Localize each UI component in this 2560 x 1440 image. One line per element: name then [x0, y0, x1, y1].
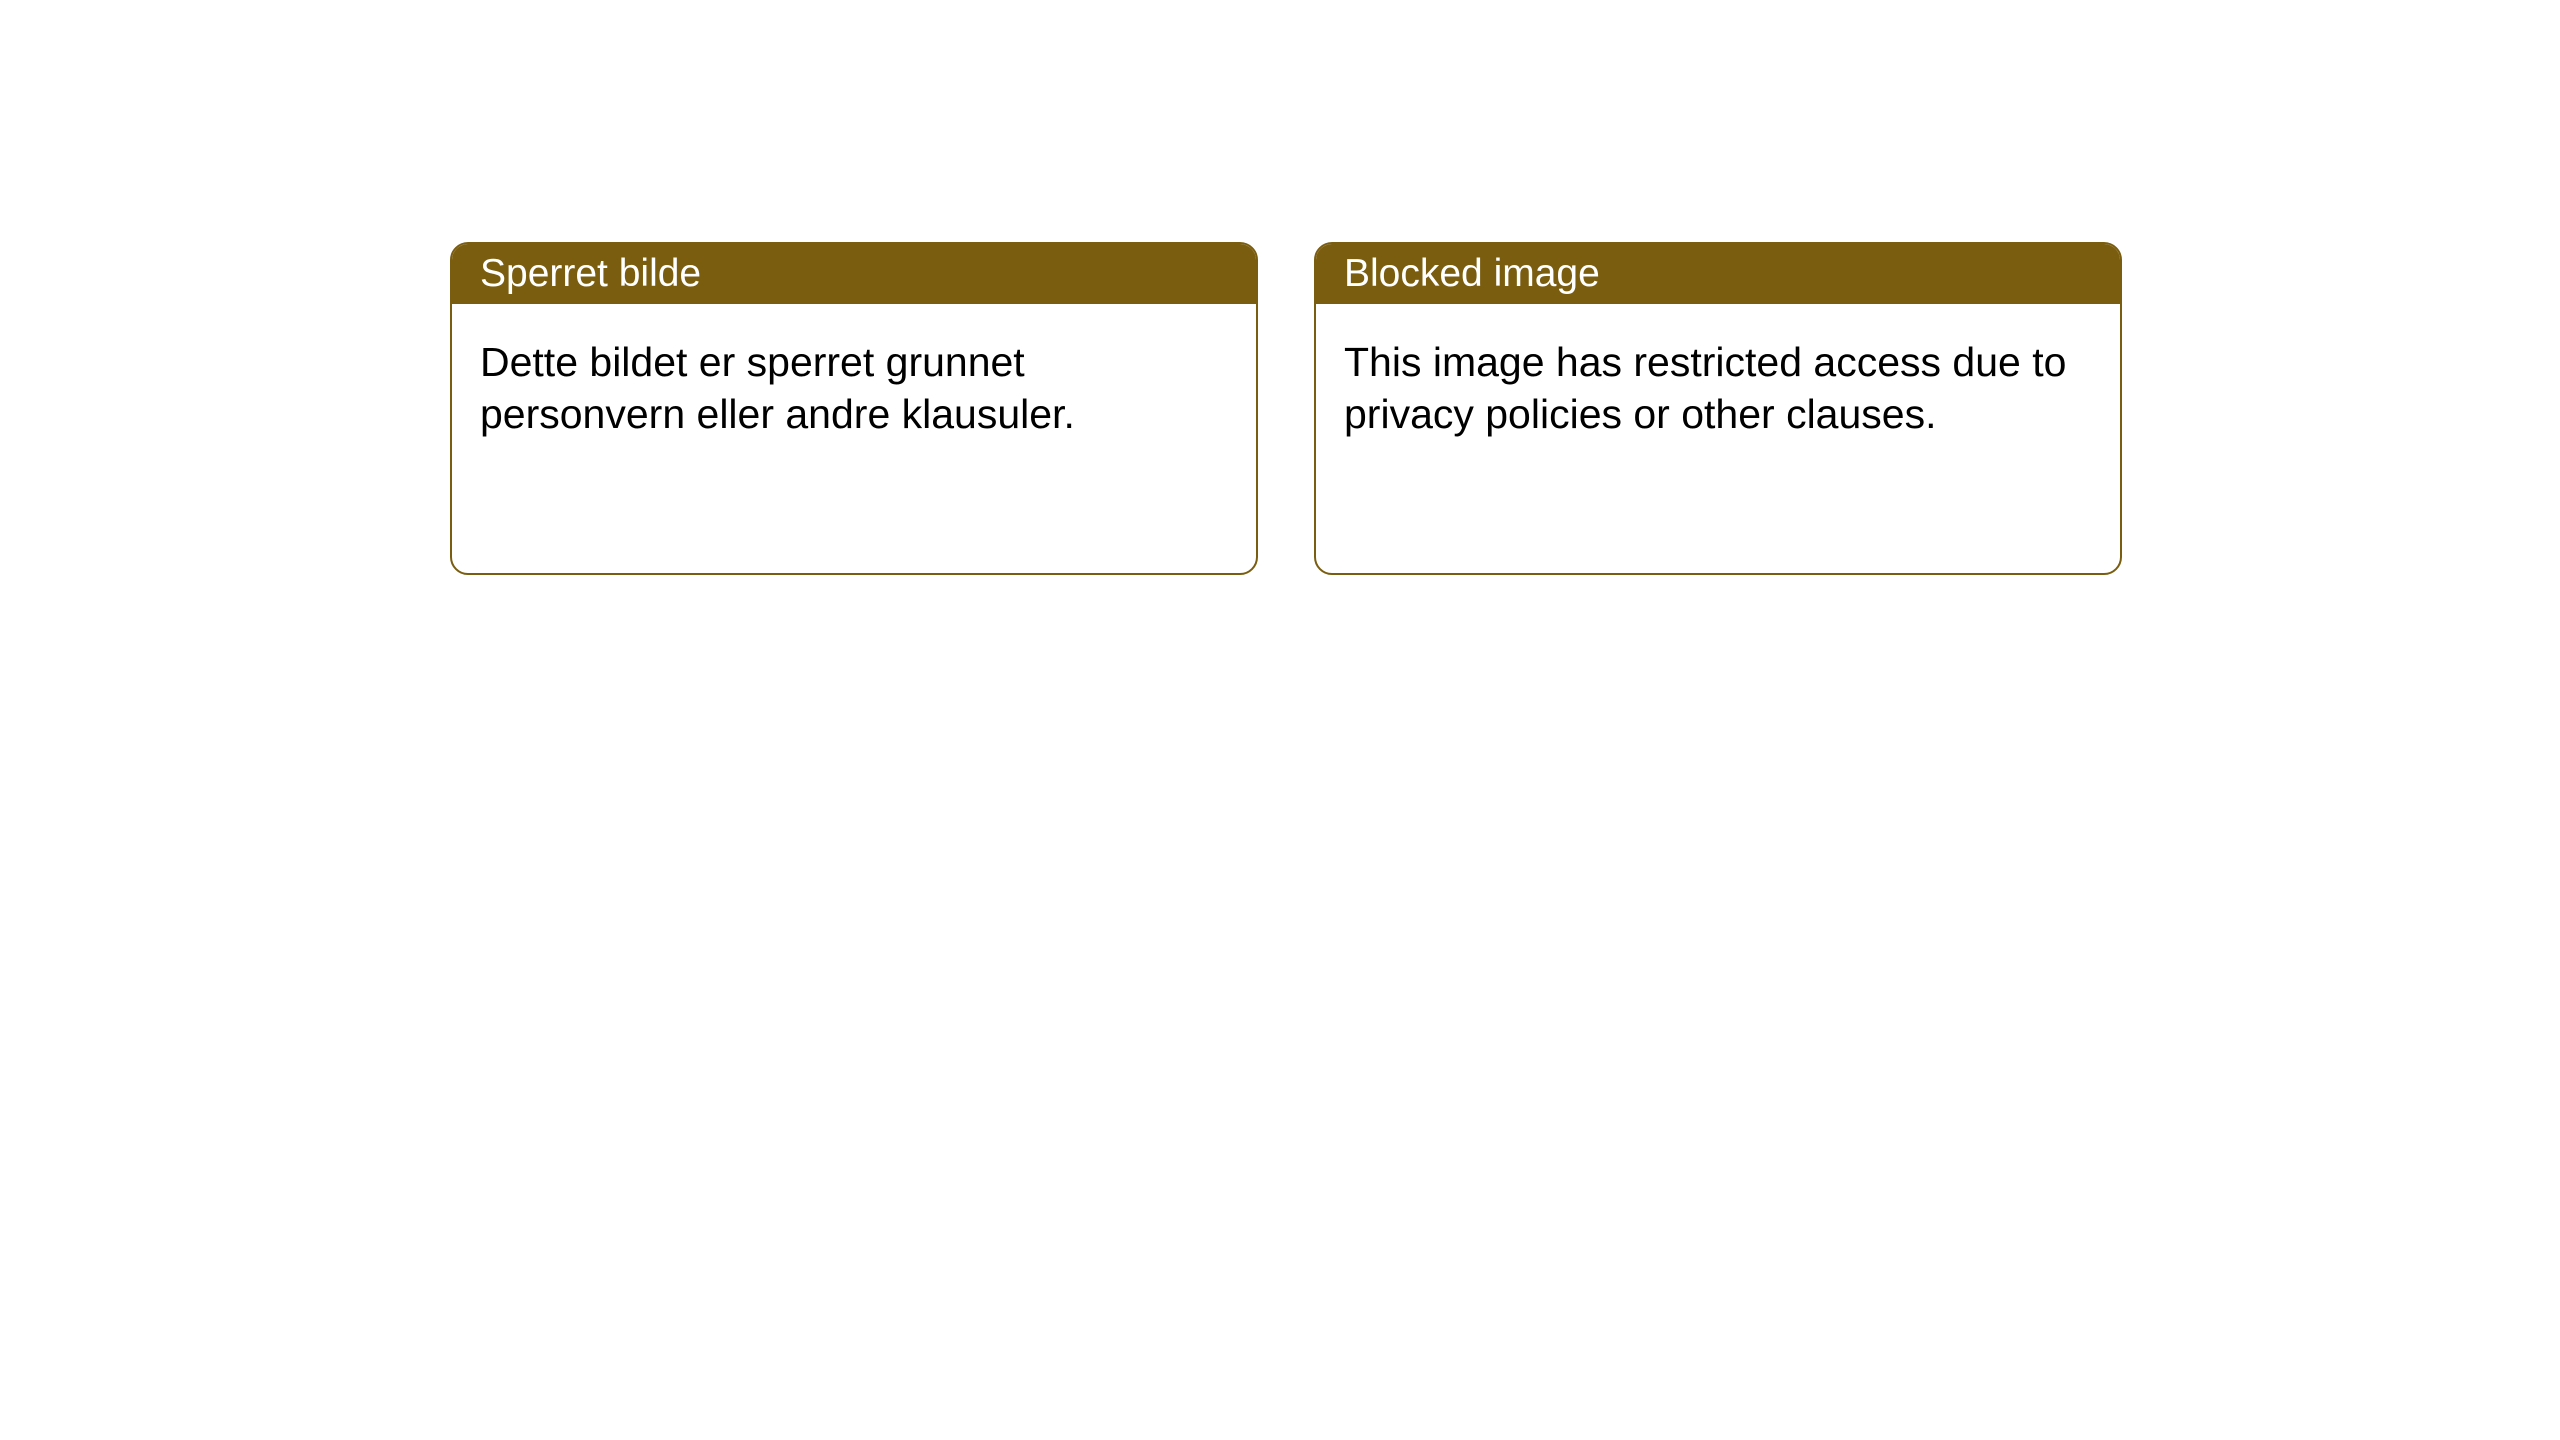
notice-body-text: Dette bildet er sperret grunnet personve… [480, 339, 1075, 437]
notice-header: Sperret bilde [452, 244, 1256, 304]
notice-body: Dette bildet er sperret grunnet personve… [452, 304, 1256, 473]
notice-header: Blocked image [1316, 244, 2120, 304]
notice-box-english: Blocked image This image has restricted … [1314, 242, 2122, 575]
notice-header-text: Blocked image [1344, 252, 1600, 296]
notice-body-text: This image has restricted access due to … [1344, 339, 2066, 437]
notice-header-text: Sperret bilde [480, 252, 701, 296]
notices-container: Sperret bilde Dette bildet er sperret gr… [0, 0, 2560, 575]
notice-body: This image has restricted access due to … [1316, 304, 2120, 473]
notice-box-norwegian: Sperret bilde Dette bildet er sperret gr… [450, 242, 1258, 575]
